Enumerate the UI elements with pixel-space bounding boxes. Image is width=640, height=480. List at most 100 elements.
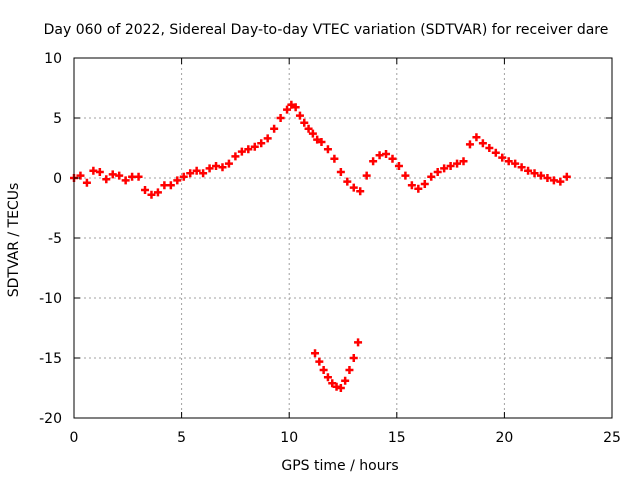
x-tick-label: 15 — [388, 430, 406, 446]
grid-lines — [74, 58, 612, 418]
x-axis-label: GPS time / hours — [281, 458, 398, 474]
data-point — [427, 172, 436, 181]
data-point — [304, 124, 313, 133]
data-point — [511, 159, 520, 168]
data-point — [530, 169, 539, 178]
data-point — [543, 174, 552, 182]
data-point — [453, 159, 462, 168]
data-point — [459, 157, 468, 166]
data-point — [300, 118, 309, 127]
data-point — [224, 159, 233, 168]
data-point — [319, 366, 328, 374]
data-point — [291, 103, 300, 112]
data-point — [186, 169, 195, 178]
data-point — [369, 157, 378, 166]
data-point — [76, 171, 85, 180]
x-tick-label: 5 — [177, 430, 186, 446]
data-point — [244, 145, 253, 154]
data-point — [336, 384, 345, 392]
data-point — [336, 168, 345, 176]
data-point — [166, 181, 175, 190]
data-point — [102, 175, 111, 184]
data-points-layer — [70, 100, 571, 392]
data-point — [237, 147, 246, 156]
data-point — [270, 124, 279, 133]
y-tick-label: -15 — [39, 351, 62, 367]
data-point — [472, 133, 481, 142]
data-point — [295, 111, 304, 120]
data-point — [420, 180, 429, 188]
data-point — [134, 172, 143, 181]
data-point — [311, 349, 320, 358]
y-tick-label: 10 — [44, 51, 62, 67]
data-point — [356, 187, 365, 196]
y-tick-label: 0 — [53, 171, 62, 187]
axis-ticks: 0 5 10 15 20 25 -20 -15 -10 -5 0 5 10 — [39, 51, 621, 446]
data-point — [313, 135, 322, 144]
data-point — [491, 148, 500, 157]
x-tick-label: 10 — [280, 430, 298, 446]
data-point — [349, 183, 358, 192]
data-point — [362, 171, 371, 180]
data-point — [205, 164, 214, 173]
data-point — [349, 354, 358, 362]
data-point — [394, 162, 403, 170]
data-point — [141, 186, 150, 194]
data-point — [504, 157, 513, 166]
data-point — [287, 100, 296, 109]
data-point — [323, 145, 332, 154]
data-point — [173, 176, 182, 185]
data-point — [440, 164, 449, 173]
data-point — [446, 162, 455, 170]
x-tick-label: 0 — [70, 430, 79, 446]
y-tick-label: -5 — [48, 231, 62, 247]
x-tick-label: 20 — [495, 430, 513, 446]
data-point — [524, 166, 533, 175]
data-point — [478, 139, 487, 148]
data-point — [115, 171, 124, 180]
data-point — [82, 178, 91, 187]
y-tick-label: -10 — [39, 291, 62, 307]
data-point — [308, 129, 317, 138]
data-point — [121, 176, 130, 185]
data-point — [199, 169, 208, 178]
data-point — [345, 366, 354, 374]
data-point — [465, 140, 474, 149]
y-tick-label: -20 — [39, 411, 62, 427]
data-point — [315, 357, 324, 366]
data-point — [433, 168, 442, 176]
data-point — [263, 134, 272, 143]
data-point — [328, 379, 337, 388]
data-point — [382, 150, 391, 158]
data-point — [414, 184, 423, 193]
y-tick-label: 5 — [53, 111, 62, 127]
data-point — [179, 172, 188, 181]
data-point — [283, 105, 292, 114]
data-point — [536, 171, 545, 180]
x-tick-label: 25 — [603, 430, 621, 446]
data-point — [192, 166, 201, 175]
data-point — [95, 168, 104, 176]
data-point — [257, 139, 266, 148]
data-point — [218, 163, 227, 172]
data-point — [341, 376, 350, 385]
data-point — [147, 190, 156, 199]
data-point — [323, 373, 332, 382]
chart-title: Day 060 of 2022, Sidereal Day-to-day VTE… — [44, 22, 609, 38]
data-point — [231, 152, 240, 161]
data-point — [317, 138, 326, 146]
data-point — [401, 171, 410, 180]
data-point — [388, 154, 397, 163]
data-point — [517, 163, 526, 172]
y-axis-label: SDTVAR / TECUs — [6, 183, 22, 298]
data-point — [343, 177, 352, 186]
data-point — [407, 181, 416, 190]
data-point — [556, 177, 565, 186]
data-point — [276, 114, 285, 122]
data-point — [485, 144, 494, 152]
data-point — [354, 338, 363, 347]
data-point — [330, 154, 339, 163]
data-point — [562, 172, 571, 181]
